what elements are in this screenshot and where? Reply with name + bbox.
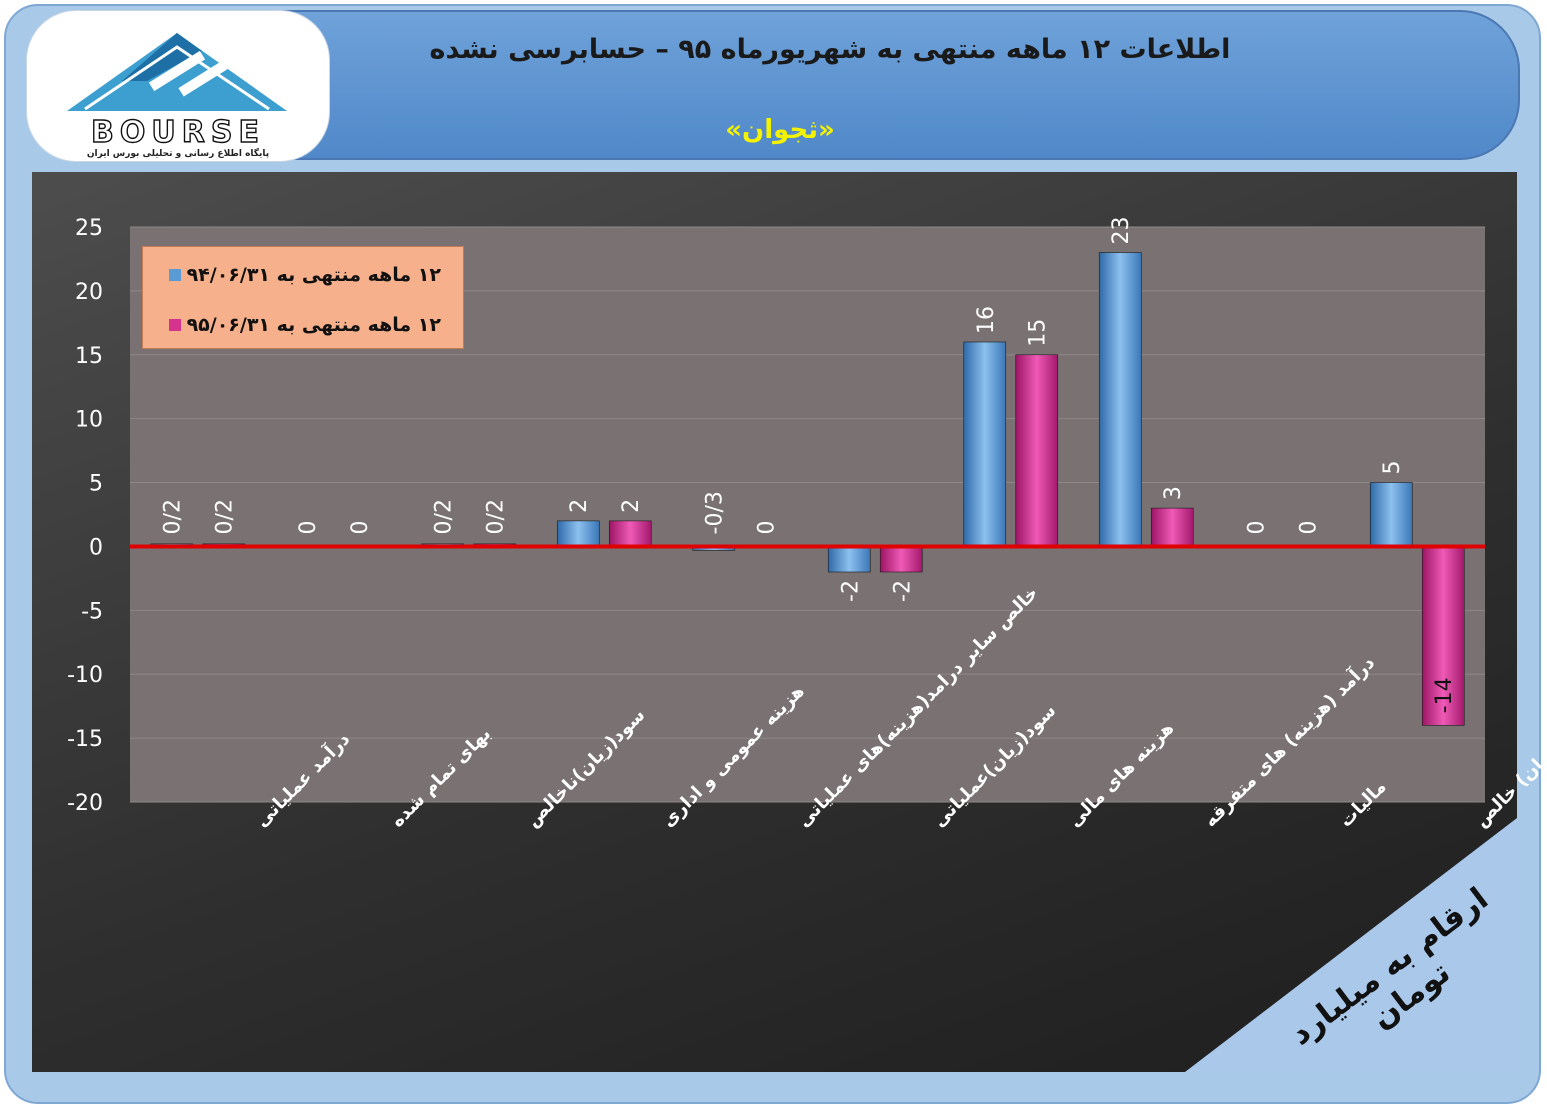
y-tick-label: 5 — [89, 472, 103, 497]
y-tick-label: -15 — [67, 727, 103, 752]
legend-swatch-series-2 — [168, 319, 181, 331]
data-label: 0 — [348, 520, 373, 534]
data-label: 15 — [1026, 319, 1051, 347]
logo-wordmark: BOURSE — [90, 114, 265, 150]
data-label: -0/3 — [703, 491, 728, 534]
y-tick-label: -5 — [81, 599, 103, 624]
y-tick-label: -20 — [67, 791, 103, 816]
data-label: -2 — [838, 580, 863, 602]
logo-mark-icon — [67, 33, 287, 111]
chart-legend: ۱۲ ماهه منتهی به ۹۴/۰۶/۳۱ ۱۲ ماهه منتهی … — [142, 246, 464, 349]
data-label: 0/2 — [161, 499, 186, 534]
y-tick-label: 0 — [89, 535, 103, 560]
bar-series-1 — [1098, 252, 1142, 547]
data-label: 16 — [974, 306, 999, 334]
bar-series-2 — [608, 520, 652, 547]
data-label: 0 — [755, 520, 780, 534]
bourse-logo: BOURSE پایگاه اطلاع رسانی و تحلیلی بورس … — [26, 10, 330, 162]
data-label: 2 — [567, 499, 592, 513]
data-label: 3 — [1161, 486, 1186, 500]
y-tick-label: 15 — [75, 344, 103, 369]
bar-series-1 — [827, 546, 871, 573]
data-label: -14 — [1432, 677, 1457, 713]
data-label: 0/2 — [432, 499, 457, 534]
company-name: «ثجوان» — [725, 115, 835, 145]
data-label: 0/2 — [213, 499, 238, 534]
bar-series-1 — [963, 341, 1007, 547]
data-label: 23 — [1109, 217, 1134, 245]
data-label: 0/2 — [484, 499, 509, 534]
bar-series-2 — [1150, 507, 1194, 547]
chart-title: اطلاعات ۱۲ ماهه منتهی به شهریورماه ۹۵ – … — [429, 34, 1231, 65]
data-label: 0 — [1297, 520, 1322, 534]
y-tick-label: -10 — [67, 663, 103, 688]
data-label: 5 — [1380, 461, 1405, 475]
y-tick-label: 10 — [75, 408, 103, 433]
data-label: -2 — [890, 580, 915, 602]
bar-series-2 — [1421, 546, 1465, 726]
bar-series-2 — [879, 546, 923, 573]
legend-item-series-1: ۱۲ ماهه منتهی به ۹۴/۰۶/۳۱ — [168, 261, 441, 289]
bar-series-1 — [1369, 482, 1413, 547]
data-label: 0 — [296, 520, 321, 534]
y-tick-label: 25 — [75, 216, 103, 241]
unit-note-corner — [1185, 818, 1517, 1072]
legend-label-series-2: ۱۲ ماهه منتهی به ۹۵/۰۶/۳۱ — [186, 314, 441, 336]
legend-swatch-series-1 — [168, 269, 181, 281]
legend-item-series-2: ۱۲ ماهه منتهی به ۹۵/۰۶/۳۱ — [168, 311, 441, 339]
data-label: 2 — [619, 499, 644, 513]
bar-series-2 — [1015, 354, 1059, 547]
y-tick-label: 20 — [75, 280, 103, 305]
logo-tagline: پایگاه اطلاع رسانی و تحلیلی بورس ایران — [86, 149, 270, 159]
legend-label-series-1: ۱۲ ماهه منتهی به ۹۴/۰۶/۳۱ — [186, 264, 441, 286]
bar-series-1 — [556, 520, 600, 547]
data-label: 0 — [1245, 520, 1270, 534]
